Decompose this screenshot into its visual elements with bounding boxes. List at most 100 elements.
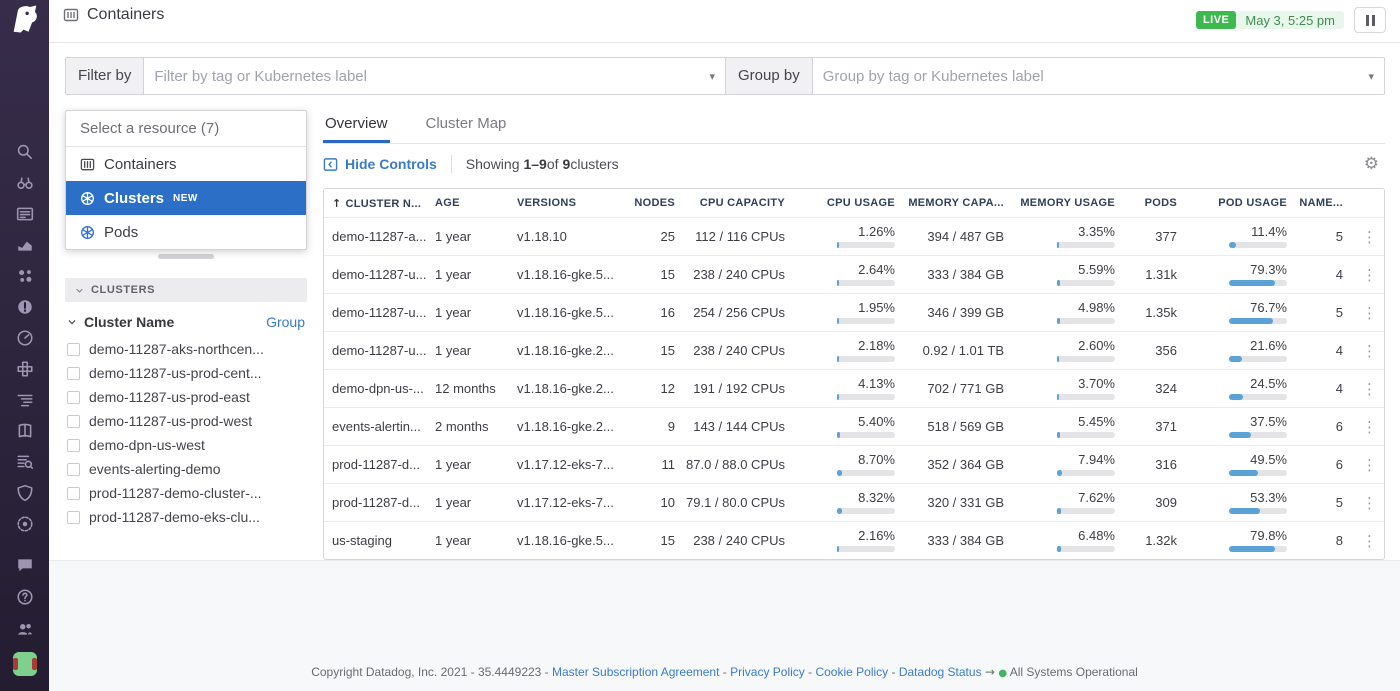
group-by-label: Group by bbox=[725, 58, 813, 94]
row-menu-button[interactable]: ⋮ bbox=[1353, 456, 1384, 474]
footer-link[interactable]: Datadog Status bbox=[898, 665, 982, 679]
cell-cpu_capacity: 238 / 240 CPUs bbox=[693, 533, 785, 548]
team-icon[interactable] bbox=[16, 620, 34, 638]
facet-item[interactable]: events-alerting-demo bbox=[65, 460, 307, 478]
processes-icon[interactable] bbox=[16, 267, 34, 285]
cluster-checkbox[interactable] bbox=[67, 414, 80, 428]
cluster-checkbox[interactable] bbox=[67, 438, 80, 452]
facet-title[interactable]: Cluster Name bbox=[84, 314, 175, 330]
datadog-logo[interactable] bbox=[8, 2, 42, 36]
cell-pod_usage: 21.6% bbox=[1187, 339, 1297, 362]
group-by-dropdown-caret-icon[interactable]: ▾ bbox=[1368, 69, 1374, 83]
column-header-age[interactable]: AGE bbox=[435, 197, 460, 209]
group-action-link[interactable]: Group bbox=[266, 314, 305, 330]
table-row[interactable]: us-staging 1 year v1.18.16-gke.5... 15 238 /… bbox=[324, 521, 1384, 559]
live-time-control[interactable]: LIVE May 3, 5:25 pm bbox=[1195, 11, 1344, 29]
search-icon[interactable] bbox=[16, 143, 34, 161]
table-row[interactable]: prod-11287-d... 1 year v1.17.12-eks-7... 10… bbox=[324, 483, 1384, 521]
cell-name: prod-11287-d... bbox=[332, 495, 420, 510]
facet-item[interactable]: demo-11287-us-prod-east bbox=[65, 388, 307, 406]
chevron-down-icon[interactable] bbox=[67, 317, 77, 327]
group-by-input[interactable] bbox=[812, 67, 1359, 85]
apm-icon[interactable] bbox=[16, 391, 34, 409]
user-avatar[interactable] bbox=[12, 652, 37, 676]
hide-controls-button[interactable]: Hide Controls bbox=[323, 156, 437, 172]
resource-item-clusters[interactable]: Clusters NEW bbox=[66, 181, 306, 215]
column-header-mem_usage[interactable]: MEMORY USAGE bbox=[1020, 197, 1115, 209]
help-icon[interactable] bbox=[16, 588, 34, 606]
facet-item[interactable]: demo-dpn-us-west bbox=[65, 436, 307, 454]
usage-bar bbox=[837, 432, 895, 438]
column-header-cpu_capacity[interactable]: CPU CAPACITY bbox=[699, 197, 785, 209]
cluster-checkbox[interactable] bbox=[67, 390, 80, 404]
table-row[interactable]: events-alertin... 2 months v1.18.16-gke.2.… bbox=[324, 407, 1384, 445]
column-header-cpu_usage[interactable]: CPU USAGE bbox=[826, 197, 895, 209]
cell-nodes: 15 bbox=[660, 533, 675, 548]
table-row[interactable]: demo-11287-u... 1 year v1.18.16-gke.5... 16… bbox=[324, 293, 1384, 331]
table-row[interactable]: prod-11287-d... 1 year v1.17.12-eks-7... 11… bbox=[324, 445, 1384, 483]
footer-link[interactable]: Cookie Policy bbox=[815, 665, 889, 679]
filter-dropdown-caret-icon[interactable]: ▾ bbox=[709, 69, 715, 83]
facet-item[interactable]: prod-11287-demo-eks-clu... bbox=[65, 508, 307, 526]
table-row[interactable]: demo-dpn-us-... 12 months v1.18.16-gke.2..… bbox=[324, 369, 1384, 407]
footer-link[interactable]: Privacy Policy bbox=[730, 665, 805, 679]
tab-overview[interactable]: Overview bbox=[323, 107, 390, 143]
row-menu-button[interactable]: ⋮ bbox=[1353, 227, 1384, 246]
column-header-nodes[interactable]: NODES bbox=[634, 197, 675, 209]
chat-icon[interactable] bbox=[16, 556, 34, 574]
chevron-down-icon bbox=[75, 286, 84, 295]
divider bbox=[450, 155, 452, 173]
pause-button[interactable] bbox=[1354, 7, 1386, 33]
integrations-icon[interactable] bbox=[16, 360, 34, 378]
cell-cpu_capacity: 79.1 / 80.0 CPUs bbox=[686, 495, 785, 510]
cluster-checkbox[interactable] bbox=[67, 486, 80, 500]
metrics-icon[interactable] bbox=[16, 236, 34, 254]
footer-link[interactable]: Master Subscription Agreement bbox=[552, 665, 720, 679]
row-menu-button[interactable]: ⋮ bbox=[1353, 266, 1384, 284]
column-header-name[interactable]: ↑ CLUSTER N... bbox=[332, 196, 422, 210]
table-row[interactable]: demo-11287-u... 1 year v1.18.16-gke.5... 15… bbox=[324, 255, 1384, 293]
tab-cluster-map[interactable]: Cluster Map bbox=[425, 115, 507, 132]
resource-item-containers[interactable]: Containers bbox=[66, 147, 306, 181]
row-menu-button[interactable]: ⋮ bbox=[1353, 418, 1384, 436]
dashboards-icon[interactable] bbox=[16, 329, 34, 347]
resource-list-scrollbar[interactable] bbox=[158, 254, 214, 259]
cell-nodes: 16 bbox=[660, 305, 675, 320]
facet-item[interactable]: demo-11287-aks-northcen... bbox=[65, 340, 307, 358]
column-header-mem_capacity[interactable]: MEMORY CAPA... bbox=[908, 197, 1004, 209]
cell-name: demo-11287-u... bbox=[332, 305, 427, 320]
facet-item[interactable]: demo-11287-us-prod-west bbox=[65, 412, 307, 430]
security-icon[interactable] bbox=[16, 484, 34, 502]
clusters-section-header[interactable]: CLUSTERS bbox=[65, 278, 307, 302]
cluster-checkbox[interactable] bbox=[67, 342, 80, 356]
cell-nodes: 15 bbox=[660, 267, 675, 282]
compliance-icon[interactable] bbox=[16, 515, 34, 533]
watchdog-icon[interactable] bbox=[16, 174, 34, 192]
row-menu-button[interactable]: ⋮ bbox=[1353, 532, 1384, 550]
table-row[interactable]: demo-11287-a... 1 year v1.18.10 25 112 / 116… bbox=[324, 217, 1384, 255]
filter-input[interactable] bbox=[144, 67, 700, 85]
cell-nodes: 25 bbox=[660, 229, 675, 244]
logs-icon[interactable] bbox=[16, 453, 34, 471]
facet-item[interactable]: prod-11287-demo-cluster-... bbox=[65, 484, 307, 502]
row-menu-button[interactable]: ⋮ bbox=[1353, 304, 1384, 322]
row-menu-button[interactable]: ⋮ bbox=[1353, 380, 1384, 398]
monitors-icon[interactable] bbox=[16, 298, 34, 316]
column-header-namespaces[interactable]: NAME... bbox=[1299, 197, 1343, 209]
cell-mem_capacity: 320 / 331 GB bbox=[927, 495, 1004, 510]
gear-icon[interactable]: ⚙ bbox=[1363, 154, 1379, 174]
row-menu-button[interactable]: ⋮ bbox=[1353, 494, 1384, 512]
cluster-checkbox[interactable] bbox=[67, 366, 80, 380]
events-icon[interactable] bbox=[16, 205, 34, 223]
facet-item[interactable]: demo-11287-us-prod-cent... bbox=[65, 364, 307, 382]
table-row[interactable]: demo-11287-u... 1 year v1.18.16-gke.2... 15… bbox=[324, 331, 1384, 369]
column-header-pod_usage[interactable]: POD USAGE bbox=[1218, 197, 1287, 209]
row-menu-button[interactable]: ⋮ bbox=[1353, 342, 1384, 360]
cluster-checkbox[interactable] bbox=[67, 462, 80, 476]
cluster-checkbox[interactable] bbox=[67, 510, 80, 524]
column-header-versions[interactable]: VERSIONS bbox=[517, 197, 577, 209]
notebooks-icon[interactable] bbox=[16, 422, 34, 440]
kebab-icon: ⋮ bbox=[1362, 227, 1377, 246]
column-header-pods[interactable]: PODS bbox=[1144, 197, 1177, 209]
resource-item-pods[interactable]: Pods bbox=[66, 215, 306, 249]
